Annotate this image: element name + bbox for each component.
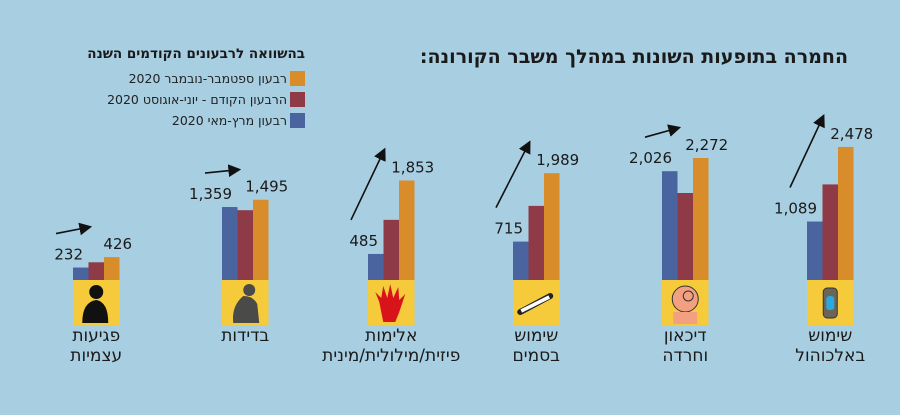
red-hand-icon [375, 284, 406, 322]
chart-title: החמרה בתופעות השונות במהלך משבר הקורונה: [419, 46, 848, 68]
category-label: בדידות [160, 326, 330, 346]
legend-label: רבעון מרץ-מאי 2020 [171, 113, 287, 128]
legend-item-jun-aug: הרבעון הקודם - יוני-אוגוסט 2020 [50, 89, 305, 110]
anxious-head-icon-scribble [682, 290, 694, 302]
trend-arrow [55, 222, 93, 236]
bar [807, 221, 823, 280]
value-label-orange: 1,853 [391, 158, 434, 176]
trend-arrow [644, 124, 682, 138]
category-label-line: אלימות [365, 326, 418, 346]
legend-swatch-red [290, 92, 305, 107]
category-label-line: וחרדה [662, 346, 709, 366]
legend-swatch-orange [290, 71, 305, 86]
bar [368, 253, 384, 280]
category-label: שימוש בסמים [451, 326, 621, 366]
value-label-orange: 1,495 [245, 178, 288, 196]
category-label-line: עצמיות [70, 346, 123, 366]
trend-arrow [350, 147, 386, 221]
category-label-line: פגיעות [72, 326, 121, 346]
value-label-orange: 2,478 [830, 125, 873, 143]
bar [253, 199, 269, 280]
bar [528, 205, 544, 280]
sitting-person-icon [232, 296, 260, 323]
category-label: פגיעות עצמיות [11, 326, 181, 366]
legend-swatch-blue [290, 113, 305, 128]
category-label-line: שימוש [514, 326, 559, 346]
trend-arrow [789, 114, 825, 188]
legend-label: הרבעון הקודם - יוני-אוגוסט 2020 [107, 92, 287, 107]
self-harm-silhouette-icon-head [89, 285, 104, 299]
bar [822, 184, 838, 280]
alcohol-bottle-icon-label [826, 296, 835, 310]
legend: בהשוואה לרבעונים הקודמים השנה רבעון ספטמ… [50, 46, 305, 131]
legend-item-sep-nov: רבעון ספטמבר-נובמבר 2020 [50, 68, 305, 89]
bar [104, 257, 120, 280]
value-label-blue: 715 [494, 220, 523, 238]
bar [513, 241, 529, 280]
self-harm-silhouette-icon [82, 300, 109, 323]
bar [237, 210, 253, 280]
legend-label: רבעון ספטמבר-נובמבר 2020 [128, 71, 287, 86]
category-label-line: שימוש [808, 326, 853, 346]
bar [399, 180, 415, 280]
category-label: אלימות פיזית/מילולית/מינית [306, 326, 476, 366]
bar [677, 193, 693, 280]
value-label-blue: 1,359 [189, 185, 232, 203]
anxious-head-icon-neck [673, 312, 698, 324]
bar [838, 146, 854, 280]
category-label: שימוש באלכוהול [745, 326, 900, 366]
category-label-line: בדידות [221, 326, 270, 346]
category-label-line: דיכאון [663, 326, 707, 346]
bar [222, 207, 238, 280]
category-label-line: פיזית/מילולית/מינית [322, 346, 461, 366]
trend-arrow [204, 164, 242, 178]
value-label-blue: 1,089 [774, 200, 817, 218]
bar [88, 262, 104, 280]
bar [73, 267, 89, 280]
value-label-blue: 232 [54, 246, 83, 264]
legend-title: בהשוואה לרבעונים הקודמים השנה [87, 46, 305, 62]
category-label-line: בסמים [512, 346, 561, 366]
category-label: דיכאון וחרדה [600, 326, 770, 366]
value-label-blue: 485 [349, 232, 378, 250]
bar [544, 173, 560, 280]
sitting-person-icon-head [243, 284, 256, 296]
bar [693, 157, 709, 280]
legend-item-mar-may: רבעון מרץ-מאי 2020 [50, 110, 305, 131]
joint-icon-paper [520, 295, 551, 313]
category-label-line: באלכוהול [795, 346, 866, 366]
value-label-orange: 2,272 [685, 136, 728, 154]
value-label-blue: 2,026 [629, 149, 672, 167]
anxious-head-icon [671, 285, 699, 313]
bar [383, 219, 399, 280]
value-label-orange: 426 [103, 235, 132, 253]
value-label-orange: 1,989 [536, 151, 579, 169]
trend-arrow [495, 140, 531, 208]
bar [662, 171, 678, 280]
